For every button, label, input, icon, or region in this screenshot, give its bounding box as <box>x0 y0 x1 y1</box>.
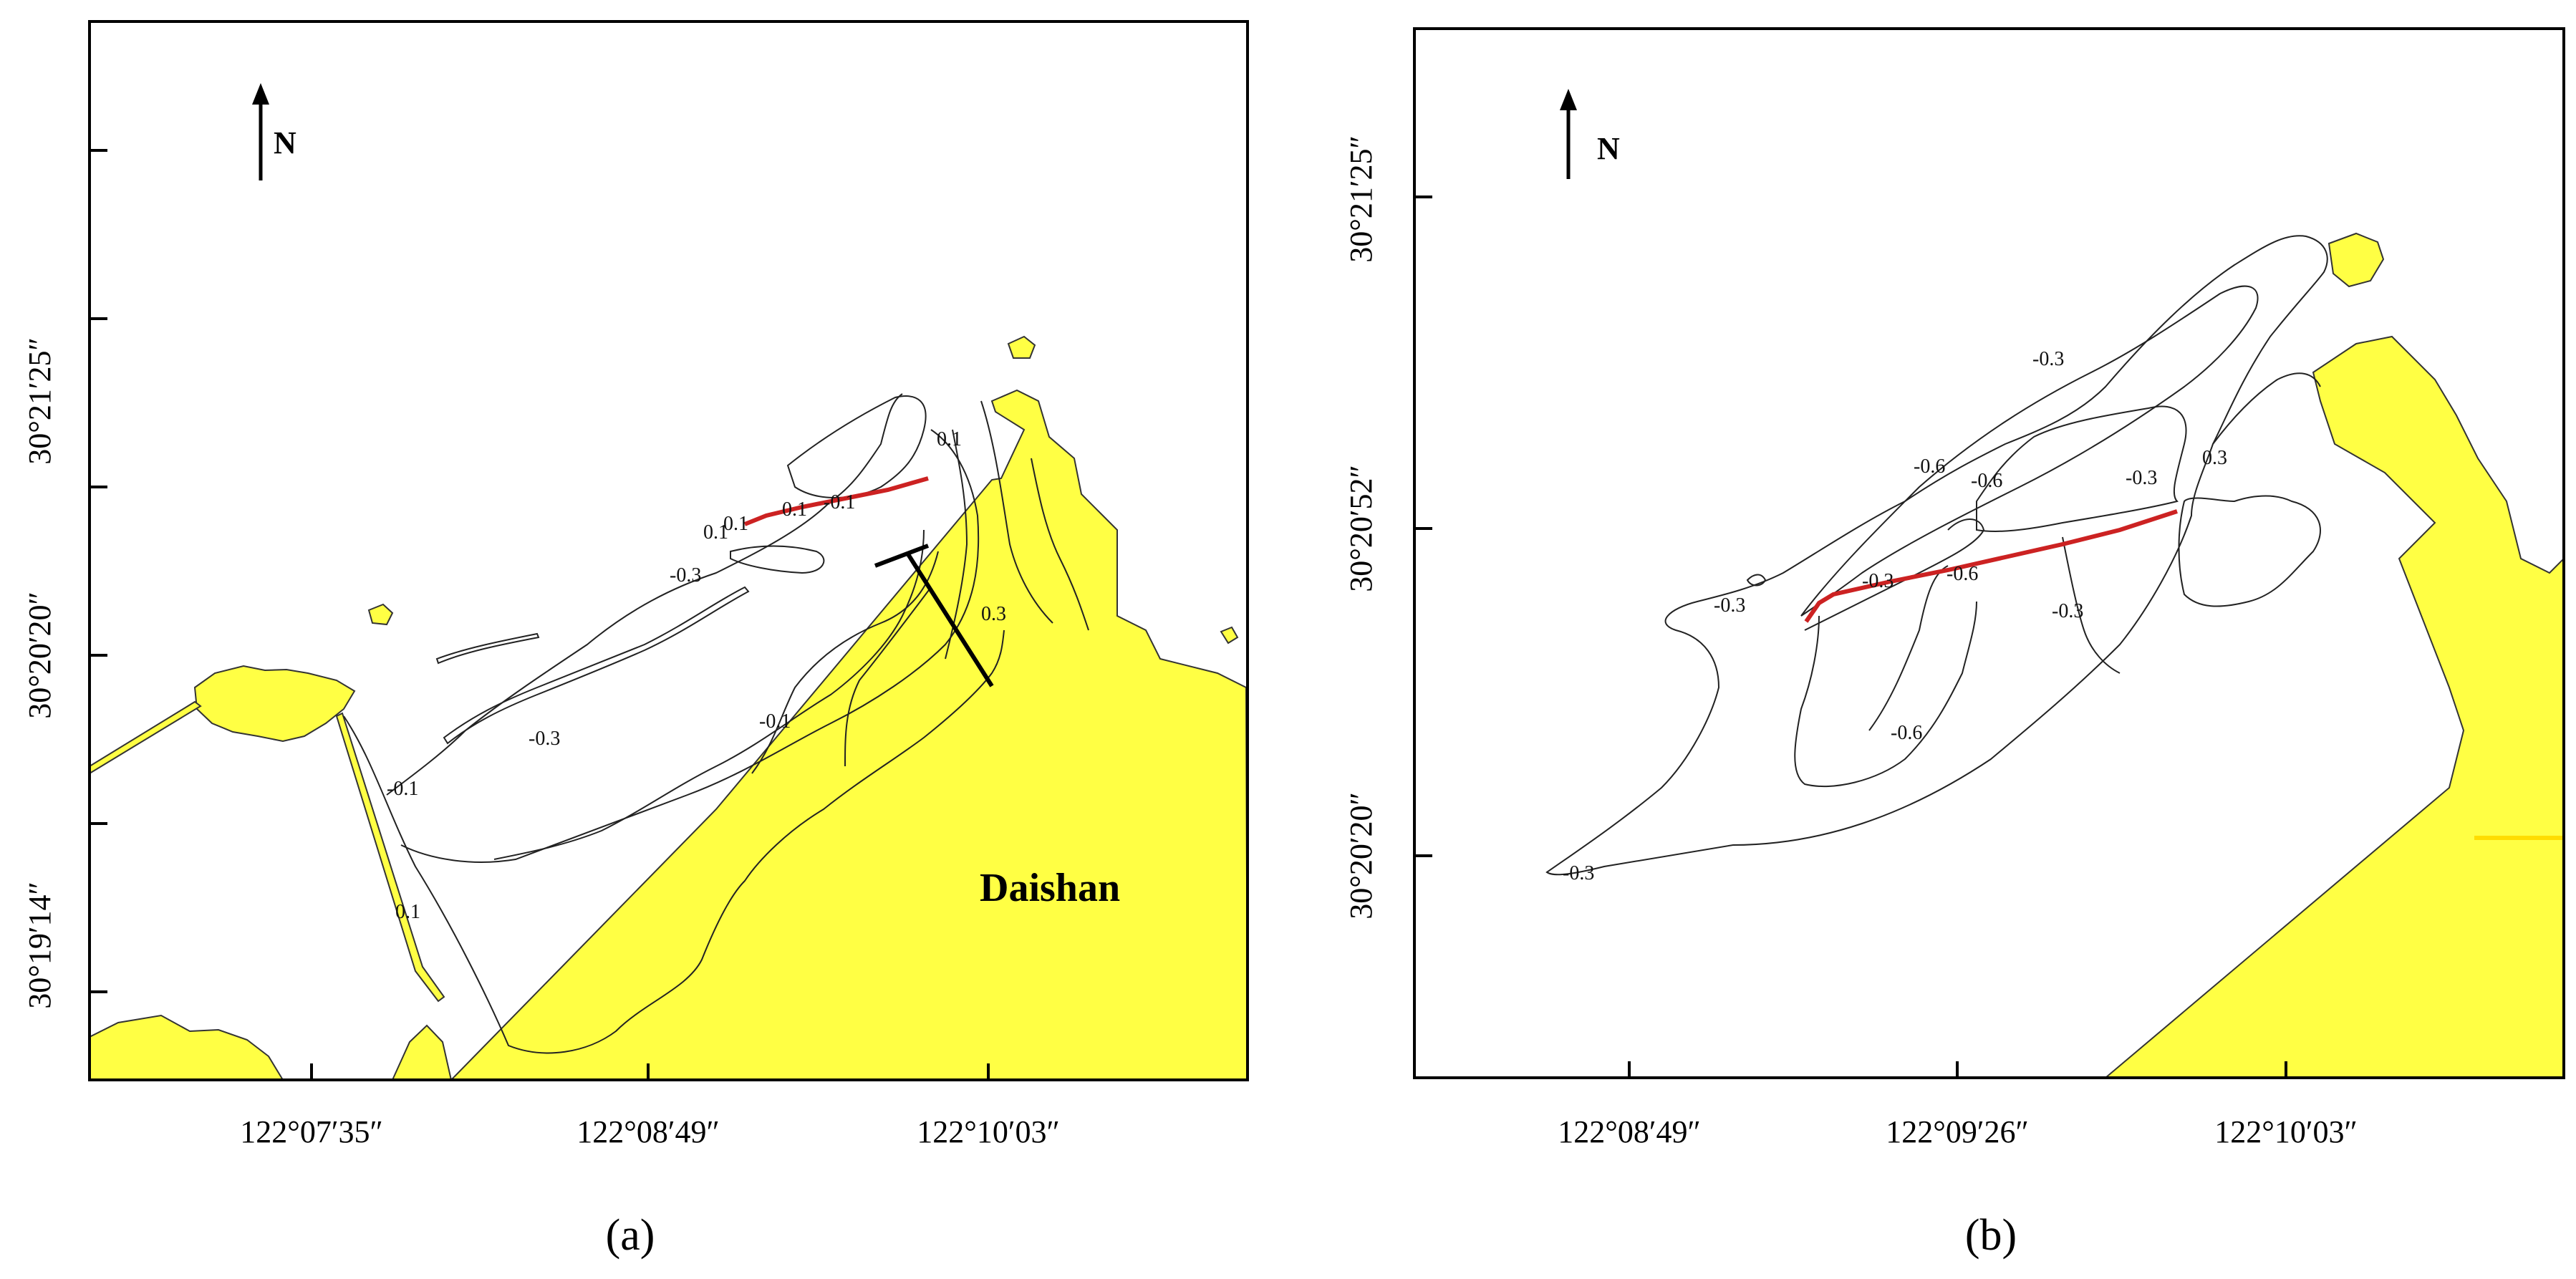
x-axis-b: 122°08′49″ 122°09′26″ 122°10′03″ <box>1558 1061 2358 1149</box>
y-axis-b: 30°21′25″ 30°20′52″ 30°20′20″ <box>1344 135 1432 920</box>
y-tick-label: 30°21′25″ <box>22 337 57 465</box>
contour-label: -0.6 <box>1947 563 1978 585</box>
dike-south-a <box>335 712 445 1003</box>
y-axis-a: 30°21′25″ 30°20′20″ 30°19′14″ <box>22 149 107 1009</box>
north-label-a: N <box>274 125 296 160</box>
land-areas-b <box>2103 232 2565 1078</box>
map-panel-a: 0.1 -0.3 0.1 0.1 -0.1 0.1 -0.3 -0.1 0.3 … <box>22 20 1249 1260</box>
contour-label: -0.3 <box>2032 348 2064 370</box>
contours-b <box>1545 235 2328 876</box>
contour-label: -0.3 <box>1563 862 1594 884</box>
contour-label: 0.1 <box>782 498 807 521</box>
x-tick-label: 122°07′35″ <box>240 1114 383 1149</box>
y-tick-label: 30°20′20″ <box>1344 792 1379 920</box>
contour-label: -0.6 <box>1891 722 1922 744</box>
map-frame-b <box>1413 27 2565 1079</box>
contour-labels-a: 0.1 -0.3 0.1 0.1 -0.1 0.1 -0.3 -0.1 0.3 … <box>387 428 1006 923</box>
north-label-b: N <box>1597 131 1620 166</box>
land-daishan-a <box>449 389 1249 1081</box>
y-tick-label: 30°20′52″ <box>1344 465 1379 592</box>
contour-label: 0.1 <box>703 521 728 544</box>
y-tick-label: 30°21′25″ <box>1344 135 1379 263</box>
map-frame-a <box>88 20 1249 1081</box>
islet-a3 <box>1220 626 1239 645</box>
contour-label: -0.1 <box>824 491 855 513</box>
contour-label: -0.3 <box>2126 467 2157 489</box>
land-west-island-a <box>193 665 356 743</box>
x-tick-label: 122°10′03″ <box>917 1114 1060 1149</box>
caption-b: (b) <box>1965 1211 2017 1260</box>
islet-a1 <box>1007 335 1036 359</box>
contour-label: 0.1 <box>395 901 420 923</box>
contour-label: 0.3 <box>2202 447 2227 469</box>
map-panel-b: -0.3 -0.6 -0.6 -0.3 0.3 -0.3 -0.3 -0.6 -… <box>1344 27 2565 1260</box>
contour-label: 0.3 <box>981 603 1006 625</box>
contour-label: -0.3 <box>529 728 560 750</box>
black-structure-a <box>874 544 994 687</box>
x-axis-a: 122°07′35″ 122°08′49″ 122°10′03″ <box>240 1063 1060 1149</box>
x-tick-label: 122°08′49″ <box>577 1114 720 1149</box>
north-arrow-a: N <box>252 83 296 180</box>
contour-label: 0.1 <box>723 513 748 535</box>
contour-label: -0.1 <box>759 710 791 733</box>
land-areas-a <box>89 335 1249 1081</box>
contour-label: 0.1 <box>937 428 962 450</box>
dike-a <box>89 700 202 775</box>
islet-b1 <box>2327 232 2385 288</box>
caption-a: (a) <box>606 1211 655 1260</box>
y-tick-label: 30°20′20″ <box>22 592 57 719</box>
land-east-b <box>2103 335 2565 1078</box>
north-arrow-b: N <box>1560 89 1620 179</box>
land-southwest-a <box>89 1014 284 1081</box>
red-structure-a <box>743 476 929 526</box>
contour-label: -0.3 <box>2052 600 2083 622</box>
contour-label: -0.3 <box>670 564 701 587</box>
contour-label: -0.6 <box>1914 455 1945 478</box>
contour-label: -0.3 <box>1862 570 1894 592</box>
contour-labels-b: -0.3 -0.6 -0.6 -0.3 0.3 -0.3 -0.3 -0.6 -… <box>1563 348 2227 884</box>
contour-label: -0.6 <box>1971 470 2002 492</box>
contour-label: -0.3 <box>1714 594 1745 617</box>
x-tick-label: 122°10′03″ <box>2214 1114 2358 1149</box>
red-structure-b <box>1804 509 2178 623</box>
y-tick-label: 30°19′14″ <box>22 882 57 1009</box>
contour-label: -0.1 <box>387 778 418 800</box>
x-tick-label: 122°09′26″ <box>1886 1114 2029 1149</box>
place-label-daishan: Daishan <box>980 866 1120 910</box>
land-south-center-a <box>391 1024 453 1081</box>
islet-a2 <box>367 603 394 626</box>
x-tick-label: 122°08′49″ <box>1558 1114 1701 1149</box>
